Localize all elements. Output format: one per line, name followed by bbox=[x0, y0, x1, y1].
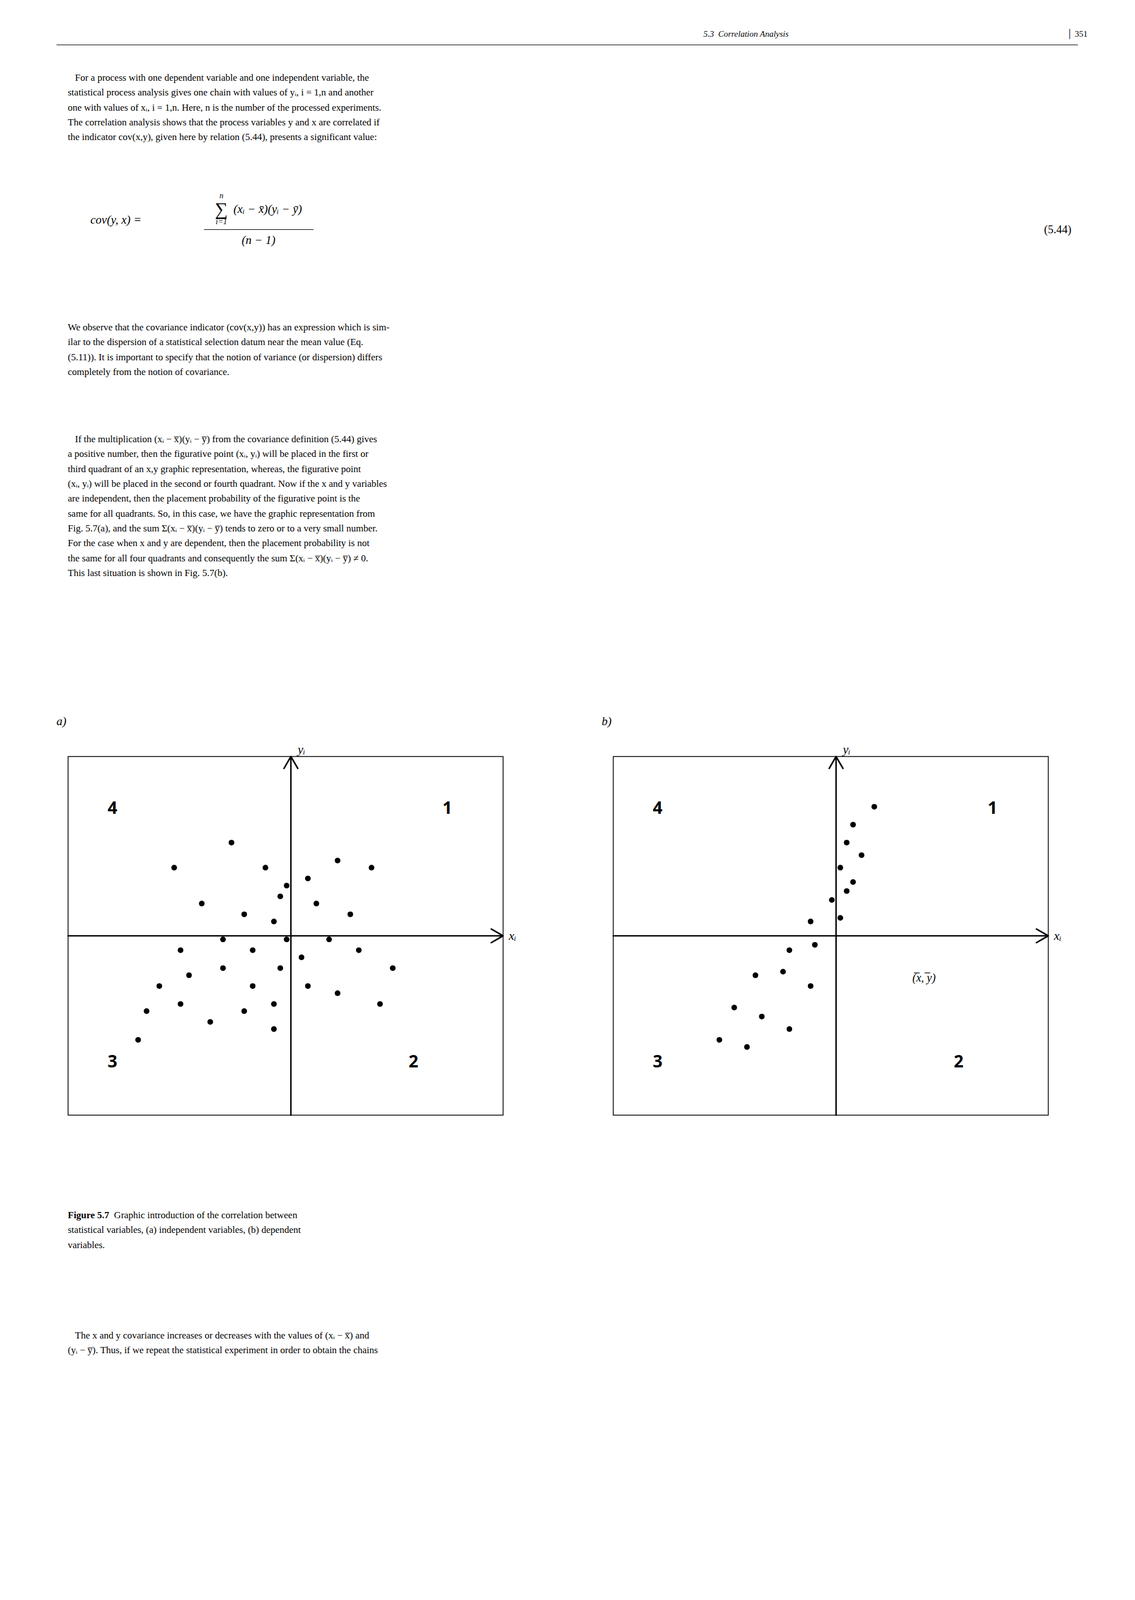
html-text:(n − 1): (n − 1) bbox=[241, 233, 276, 247]
svg-text:4: 4 bbox=[653, 796, 663, 820]
html-text:(xᵢ − x̄)(yᵢ − ȳ): (xᵢ − x̄)(yᵢ − ȳ) bbox=[233, 201, 303, 216]
svg-text:(̅x, ̅y): (̅x, ̅y) bbox=[912, 971, 936, 985]
html-text:│ 351: │ 351 bbox=[1066, 29, 1088, 39]
svg-text:3: 3 bbox=[653, 1049, 663, 1073]
html-text:If the multiplication (xᵢ − x̅: If the multiplication (xᵢ − x̅)(yᵢ − y̅)… bbox=[67, 433, 387, 579]
svg-text:yᵢ: yᵢ bbox=[841, 742, 851, 757]
html-text:a): a) bbox=[56, 714, 67, 729]
svg-text:xᵢ: xᵢ bbox=[1053, 928, 1062, 943]
html-text:We observe that the covariance: We observe that the covariance indicator… bbox=[67, 322, 390, 378]
html-text:5.3 Correlation Analysis: 5.3 Correlation Analysis bbox=[703, 29, 789, 39]
svg-text:3: 3 bbox=[107, 1049, 118, 1073]
svg-text:2: 2 bbox=[953, 1049, 964, 1073]
svg-text:1: 1 bbox=[442, 796, 452, 820]
html-text:Figure 5.7 Graphic introductio: Figure 5.7 Graphic introduction of the c… bbox=[67, 1210, 301, 1251]
html-text:cov(y, x) =: cov(y, x) = bbox=[90, 212, 142, 227]
svg-text:2: 2 bbox=[408, 1049, 419, 1073]
svg-text:1: 1 bbox=[987, 796, 998, 820]
html-text:i=1: i=1 bbox=[215, 217, 228, 226]
html-text:(5.44): (5.44) bbox=[1044, 223, 1072, 236]
svg-text:4: 4 bbox=[107, 796, 118, 820]
svg-text:yᵢ: yᵢ bbox=[296, 742, 306, 757]
html-text:n: n bbox=[219, 191, 224, 200]
html-text:For a process with one depende: For a process with one dependent variabl… bbox=[67, 72, 382, 143]
svg-text:xᵢ: xᵢ bbox=[508, 928, 517, 943]
html-text:The x and y covariance increas: The x and y covariance increases or decr… bbox=[67, 1330, 378, 1357]
html-text:b): b) bbox=[601, 714, 612, 729]
